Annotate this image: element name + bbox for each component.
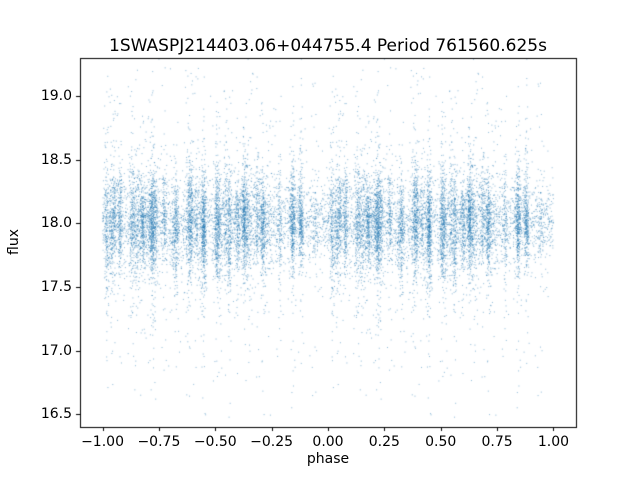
y-tick-label: 18.0 bbox=[40, 215, 72, 232]
x-tick-label: −0.75 bbox=[137, 434, 181, 450]
x-tick-label: −0.50 bbox=[193, 434, 237, 450]
y-tick-label: 18.5 bbox=[40, 151, 72, 168]
chart-title: 1SWASPJ214403.06+044755.4 Period 761560.… bbox=[109, 36, 547, 56]
x-tick-label: 0.75 bbox=[481, 434, 513, 450]
y-tick-label: 17.5 bbox=[40, 279, 72, 296]
x-axis-label: phase bbox=[306, 451, 350, 467]
x-tick-label: 0.00 bbox=[312, 434, 344, 450]
y-tick-label: 17.0 bbox=[40, 342, 72, 359]
y-tick-label: 16.5 bbox=[40, 406, 72, 423]
x-tick-label: 1.00 bbox=[537, 434, 570, 450]
x-tick-label: −1.00 bbox=[81, 434, 124, 450]
y-axis-label: flux bbox=[6, 229, 22, 255]
x-tick-label: −0.25 bbox=[250, 434, 294, 450]
x-tick-label: 0.50 bbox=[425, 434, 457, 450]
y-tick-label: 19.0 bbox=[40, 88, 72, 105]
x-tick-label: 0.25 bbox=[368, 434, 400, 450]
